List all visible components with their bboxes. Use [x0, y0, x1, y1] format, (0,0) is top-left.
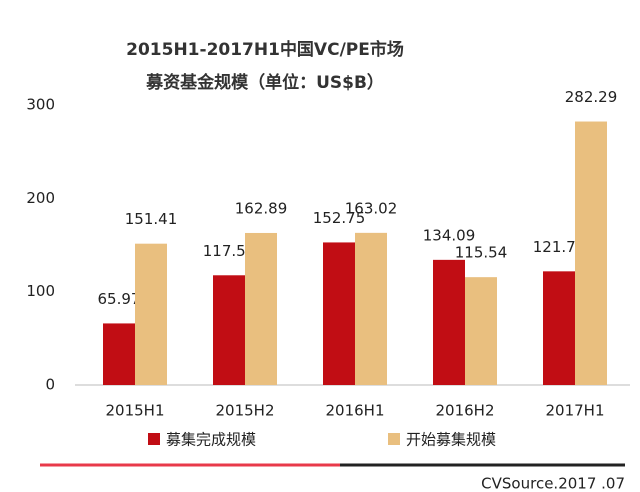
legend-label: 开始募集规模: [406, 431, 496, 449]
x-tick-label: 2017H1: [546, 402, 605, 420]
x-tick-label: 2015H2: [216, 402, 275, 420]
bar: [103, 323, 135, 385]
bar: [213, 275, 245, 385]
data-label: 117.55: [203, 242, 256, 260]
data-label: 121.78: [533, 238, 586, 256]
y-tick-label: 200: [26, 189, 55, 207]
legend-label: 募集完成规模: [166, 431, 256, 449]
x-tick-label: 2016H2: [436, 402, 495, 420]
x-tick-label: 2015H1: [106, 402, 165, 420]
y-tick-label: 100: [26, 282, 55, 300]
bar: [355, 232, 387, 385]
bar: [245, 232, 277, 385]
chart-subtitle: 募资基金规模（单位：US$B）: [145, 72, 384, 93]
bar: [543, 271, 575, 385]
bar: [575, 121, 607, 386]
data-label: 162.89: [235, 199, 288, 217]
data-label: 115.54: [455, 244, 508, 262]
y-tick-label: 300: [26, 96, 55, 114]
x-tick-label: 2016H1: [326, 402, 385, 420]
legend-swatch: [148, 433, 160, 445]
bar: [323, 242, 355, 385]
source: CVSource.2017 .07: [481, 475, 625, 492]
data-label: 163.02: [345, 199, 398, 217]
data-label: 151.41: [125, 210, 178, 228]
chart-title: 2015H1-2017H1中国VC/PE市场: [126, 39, 404, 60]
data-label: 65.97: [98, 290, 141, 308]
bar: [433, 259, 465, 385]
data-label: 282.29: [565, 88, 618, 106]
legend-swatch: [388, 433, 400, 445]
bar: [135, 243, 167, 385]
bar: [465, 277, 497, 385]
data-label: 134.09: [423, 226, 476, 244]
data-label: 152.75: [313, 209, 366, 227]
y-tick-label: 0: [45, 376, 55, 394]
